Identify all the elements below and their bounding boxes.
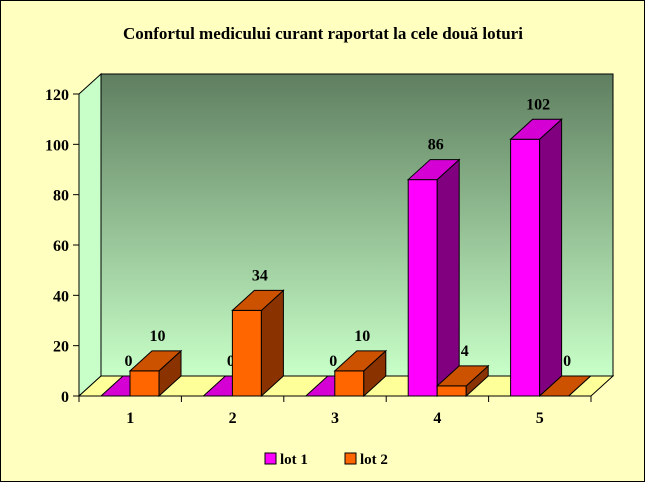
x-tick-label: 2: [229, 410, 237, 427]
data-label: 0: [227, 353, 235, 370]
bar-top: [406, 159, 461, 181]
bar-side: [539, 118, 563, 398]
legend-swatch: [264, 452, 277, 465]
bar-top: [435, 365, 490, 387]
legend-label: lot 2: [360, 452, 388, 468]
bar-front: [407, 179, 438, 397]
legend-swatch: [344, 452, 357, 465]
x-tick-label: 4: [433, 410, 441, 427]
x-tick-label: 3: [331, 410, 339, 427]
legend: lot 1 lot 2: [264, 452, 388, 468]
bar-front: [510, 138, 541, 397]
bar-side: [436, 158, 460, 398]
y-tick-label: 20: [53, 339, 69, 356]
bar-front: [231, 309, 262, 397]
bar-lot-2-4: [435, 364, 490, 398]
data-label: 102: [526, 96, 550, 113]
bar-lot-2-1: [128, 349, 183, 398]
data-label: 0: [329, 353, 337, 370]
x-tick-label: 5: [536, 410, 544, 427]
data-label: 86: [428, 137, 444, 154]
bar-top: [509, 118, 563, 140]
data-label: 0: [563, 353, 571, 370]
bar-top: [128, 350, 183, 372]
data-label: 0: [125, 353, 133, 370]
legend-label: lot 1: [280, 452, 308, 468]
y-tick-label: 100: [45, 137, 69, 154]
data-label: 10: [354, 328, 370, 345]
bar-lot-2-3: [333, 349, 388, 398]
bar-lot-2-2: [231, 289, 285, 398]
bar-lot-1-4: [406, 158, 461, 398]
bar-front: [334, 370, 365, 397]
side-wall: [78, 72, 102, 398]
bar-top: [231, 289, 285, 311]
bar-top: [333, 350, 388, 372]
y-tick-label: 80: [53, 188, 69, 205]
y-tick-label: 40: [53, 288, 69, 305]
data-label: 34: [252, 267, 268, 284]
bar-lot-2-5: [538, 375, 592, 397]
bar-front: [129, 370, 160, 397]
data-label: 10: [150, 328, 166, 345]
data-label: 4: [461, 343, 469, 360]
bar-front: [436, 385, 467, 397]
y-tick-label: 60: [53, 238, 69, 255]
y-tick-label: 120: [45, 87, 69, 104]
y-tick-label: 0: [61, 389, 69, 406]
x-tick-label: 1: [126, 410, 134, 427]
chart-title: Confortul medicului curant raportat la c…: [123, 24, 523, 43]
bar-top: [538, 375, 592, 397]
bar-lot-1-5: [509, 118, 563, 398]
